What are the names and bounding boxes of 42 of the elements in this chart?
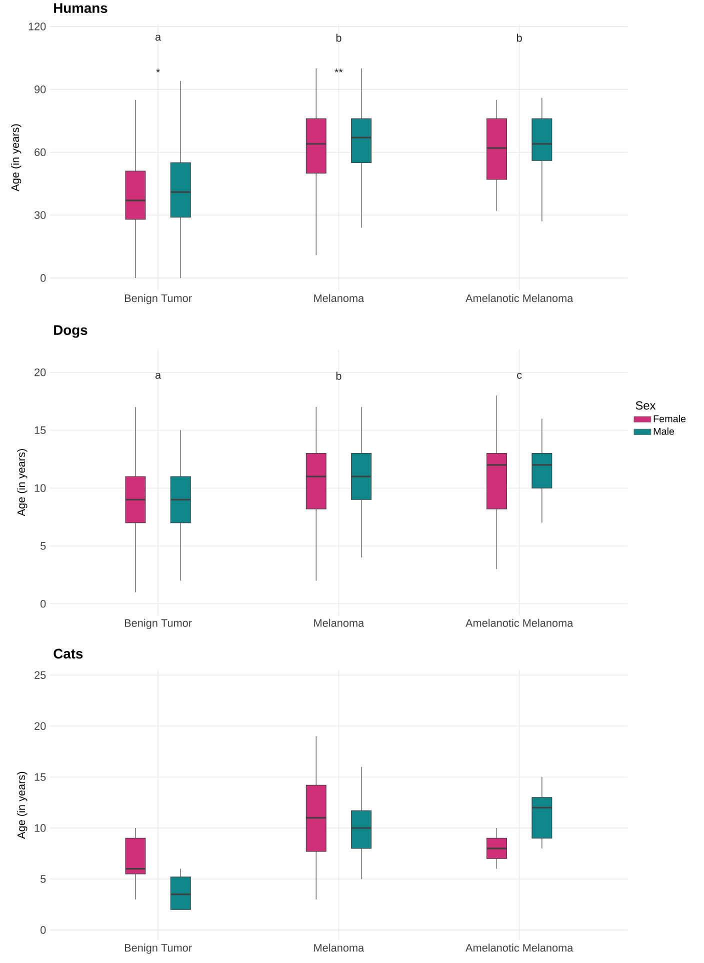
y-tick-label: 60 xyxy=(34,148,46,156)
y-tick-label: 0 xyxy=(40,926,46,934)
y-tick-label: 30 xyxy=(34,211,46,219)
y-tick-label: 25 xyxy=(34,671,46,679)
y-tick-label: 0 xyxy=(40,600,46,608)
annotation: * xyxy=(156,68,160,72)
annotation: a xyxy=(155,34,161,41)
x-tick-label: Amelanotic Melanoma xyxy=(465,944,574,952)
x-tick-label: Amelanotic Melanoma xyxy=(465,618,574,627)
x-tick-label: Benign Tumor xyxy=(124,294,192,304)
y-tick-label: 20 xyxy=(34,722,46,730)
legend-label: Female xyxy=(654,414,686,422)
y-tick-label: 10 xyxy=(34,484,46,492)
y-tick-label: 20 xyxy=(34,368,46,376)
annotation: ** xyxy=(334,68,343,72)
x-tick-label: Amelanotic Melanoma xyxy=(465,294,574,302)
x-tick-label: Melanoma xyxy=(314,944,364,952)
x-tick-label: Benign Tumor xyxy=(124,944,192,954)
y-axis-title: Age (in years) xyxy=(10,124,22,192)
legend-title: Sex xyxy=(636,401,656,410)
y-tick-label: 90 xyxy=(34,86,46,94)
x-tick-label: Benign Tumor xyxy=(124,618,192,630)
annotation: b xyxy=(336,372,342,380)
x-tick-label: Melanoma xyxy=(314,618,364,627)
y-tick-label: 10 xyxy=(34,824,46,832)
annotation: c xyxy=(516,372,522,379)
chart-title: Cats xyxy=(54,648,83,659)
x-tick-label: Melanoma xyxy=(314,294,364,302)
y-tick-label: 15 xyxy=(34,426,46,434)
y-tick-label: 15 xyxy=(34,773,46,781)
chart-title: Dogs xyxy=(54,325,88,338)
chart-title: Humans xyxy=(54,3,108,13)
annotation: a xyxy=(155,372,161,379)
y-tick-label: 120 xyxy=(28,22,46,30)
y-axis-title: Age (in years) xyxy=(17,449,28,516)
legend-label: Male xyxy=(654,428,674,435)
annotation: b xyxy=(336,34,342,42)
y-tick-label: 5 xyxy=(40,542,46,550)
y-tick-label: 5 xyxy=(40,875,46,883)
y-tick-label: 0 xyxy=(40,274,46,282)
y-axis-title: Age (in years) xyxy=(17,772,28,839)
annotation: b xyxy=(516,34,522,42)
